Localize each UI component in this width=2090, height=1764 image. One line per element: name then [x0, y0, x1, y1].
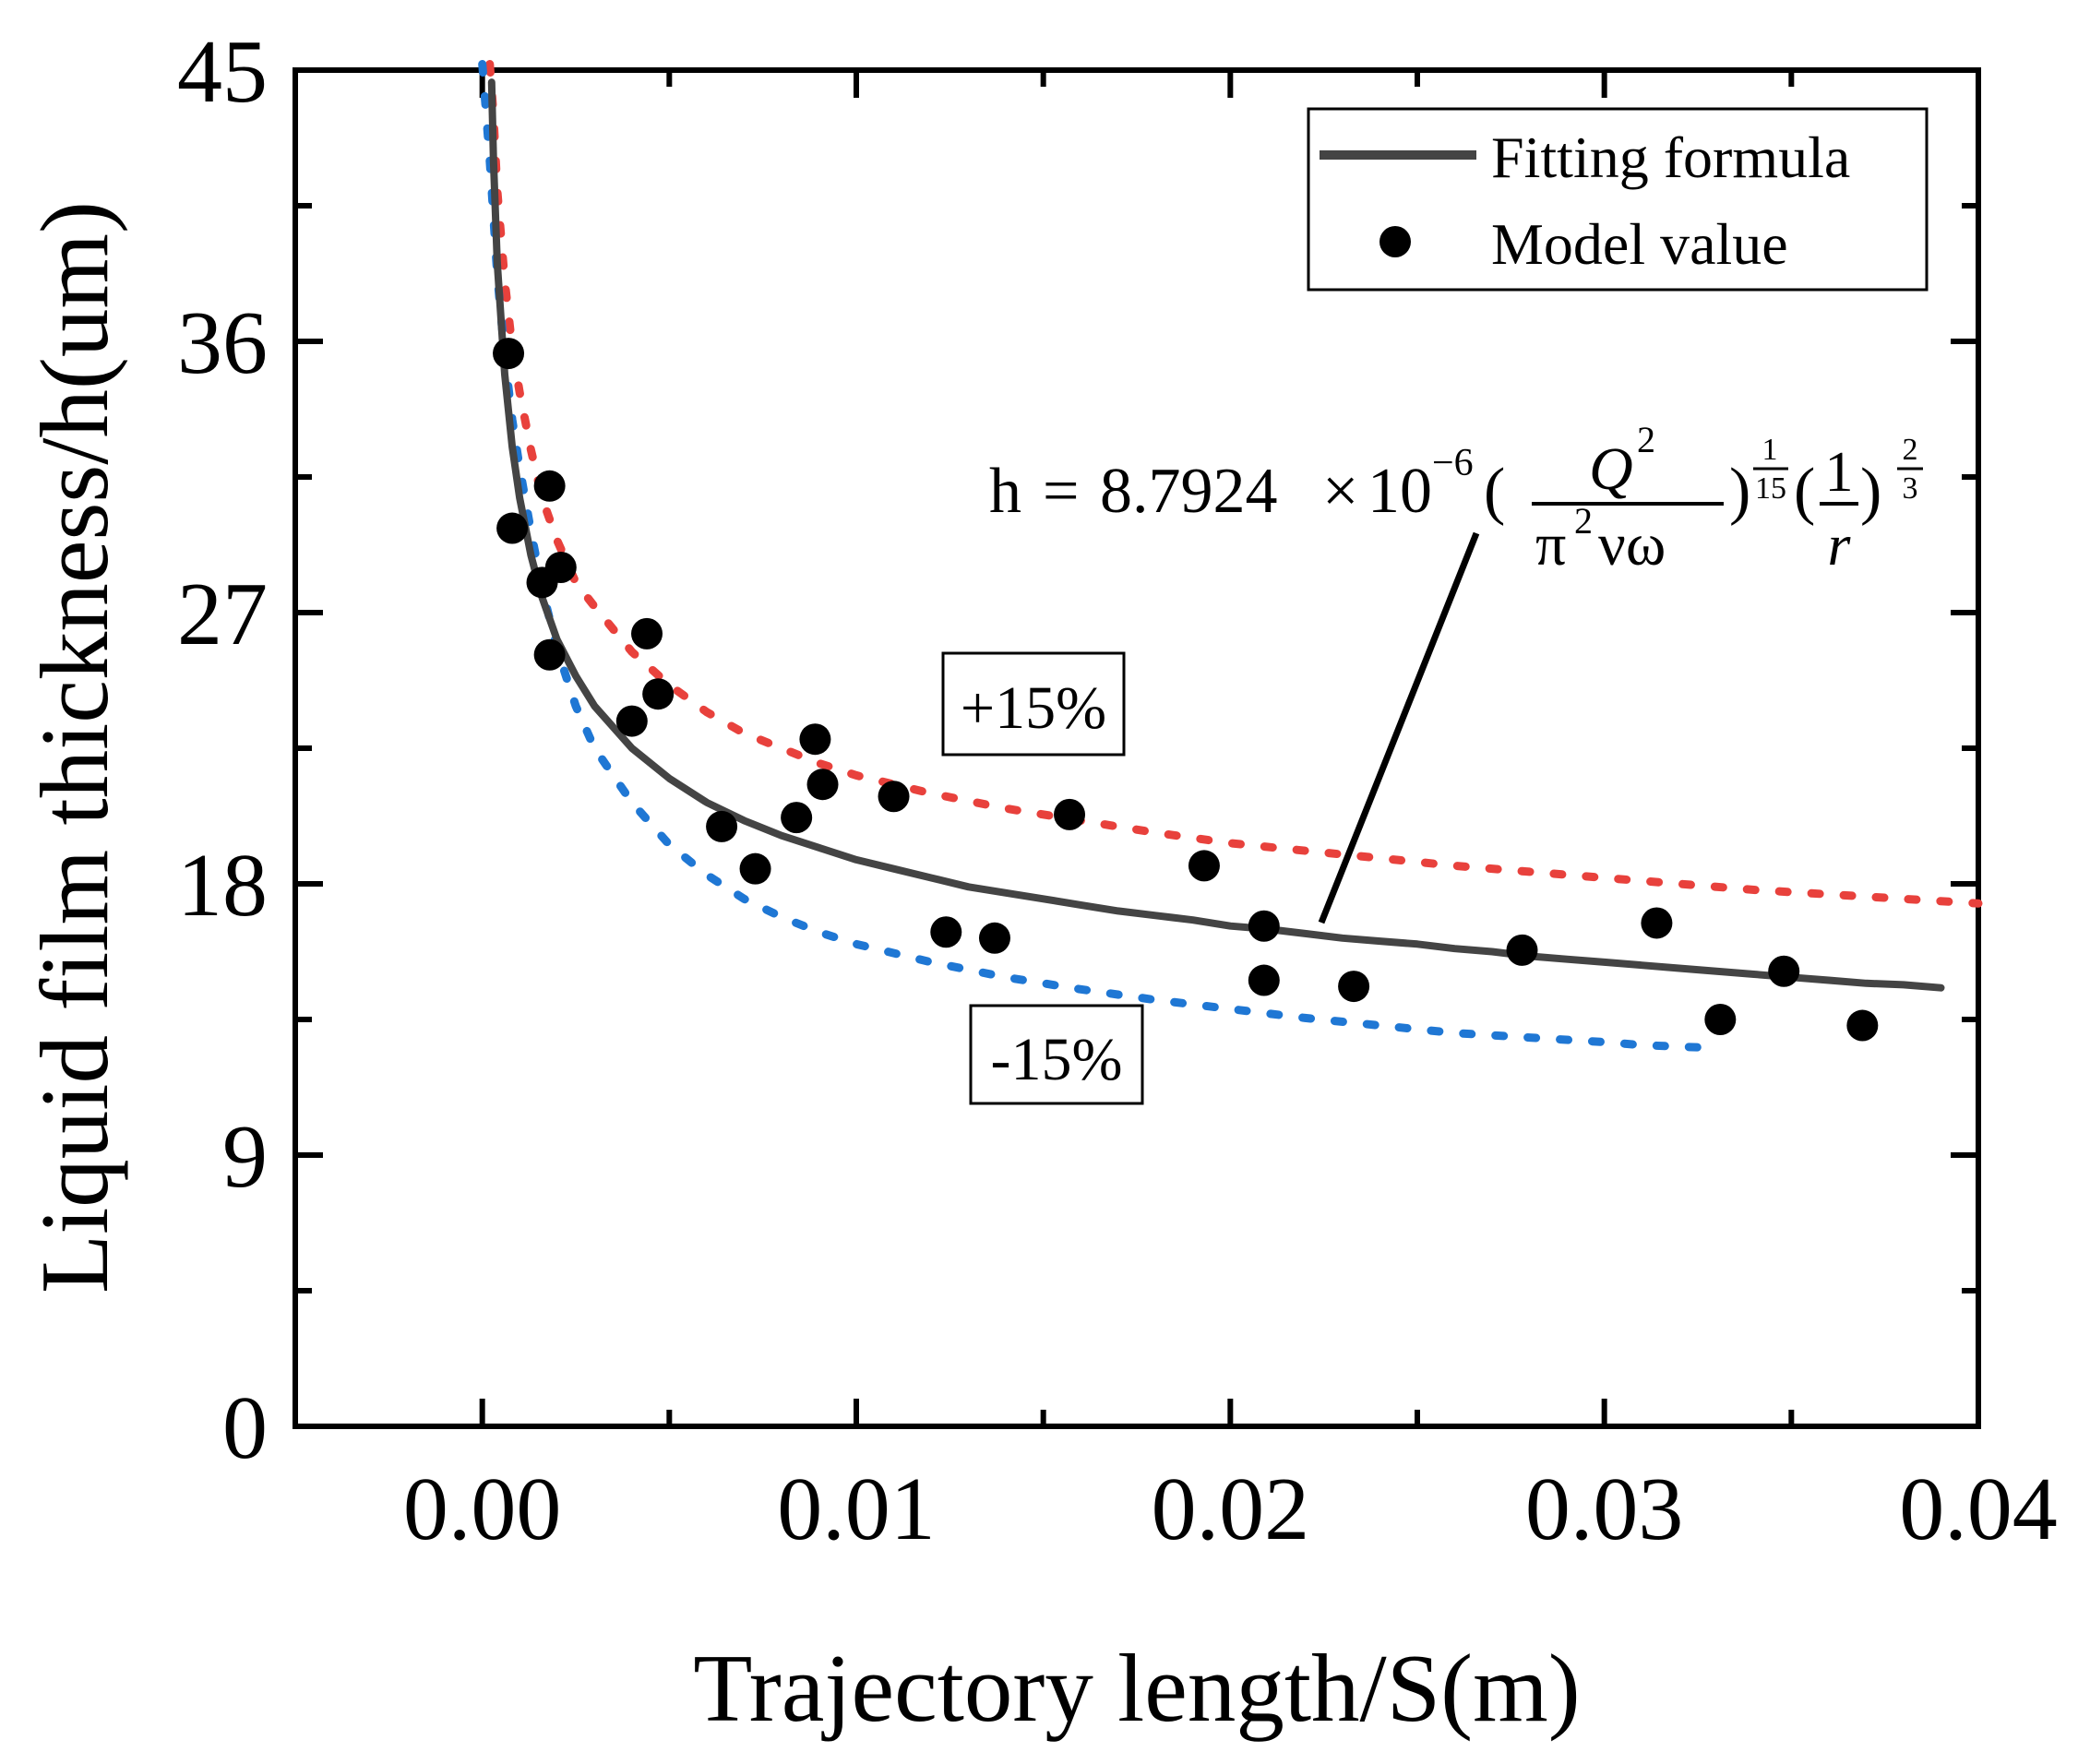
model-point	[878, 781, 910, 813]
formula-ten: 10	[1367, 456, 1432, 527]
model-point	[1641, 907, 1673, 939]
formula-pow1-num: 1	[1762, 433, 1778, 467]
formula-coef: 8.7924	[1100, 456, 1278, 527]
formula-right-paren-1: )	[1729, 456, 1750, 527]
formula-frac2-den: r	[1828, 512, 1852, 578]
model-point	[615, 705, 648, 737]
legend-box	[1307, 107, 1929, 292]
plus-15-label: +15%	[961, 674, 1106, 742]
model-point	[799, 723, 831, 756]
x-tick-label: 0.00	[403, 1460, 562, 1559]
formula-pow1-den: 15	[1755, 471, 1786, 506]
model-point	[642, 678, 675, 710]
formula-h: h	[989, 456, 1021, 527]
fitting-curve-layer	[487, 78, 1945, 992]
legend-label-model: Model value	[1491, 211, 1788, 277]
y-tick-label: 0	[222, 1378, 268, 1478]
formula-left-paren-1: (	[1484, 456, 1505, 527]
model-point	[1338, 971, 1370, 1003]
x-axis-title: Trajectory length/S(m)	[693, 1634, 1580, 1742]
formula-pow2-den: 3	[1903, 471, 1918, 506]
y-axis-title: Liquid film thickness/h(um)	[20, 201, 128, 1293]
formula-frac2-num: 1	[1825, 441, 1854, 504]
model-point	[493, 338, 525, 370]
formula-denominator-sup: 2	[1574, 500, 1593, 542]
legend-marker-swatch	[1379, 226, 1411, 257]
model-point	[706, 810, 738, 842]
model-point	[806, 769, 839, 801]
formula-denominator-rest: νω	[1598, 511, 1666, 578]
y-tick-label: 45	[177, 22, 268, 122]
minus-15-box	[969, 1004, 1144, 1105]
minus-15-annotation: -15%	[969, 1004, 1144, 1105]
plus-15-annotation: +15%	[941, 651, 1126, 757]
model-point	[1188, 850, 1220, 882]
formula-pow2-num: 2	[1903, 433, 1918, 467]
formula-denominator-pi: π	[1535, 511, 1566, 578]
formula-left-paren-2: (	[1794, 456, 1815, 527]
formula-exponent: −6	[1432, 442, 1474, 484]
model-point	[739, 852, 771, 885]
formula-times: ×	[1322, 456, 1358, 527]
model-point	[978, 922, 1010, 954]
y-tick-label: 27	[177, 565, 268, 664]
model-point	[1054, 798, 1086, 830]
model-point	[631, 617, 663, 650]
y-tick-label: 18	[177, 836, 268, 936]
model-points	[493, 338, 1879, 1042]
formula: h = 8.7924 × 10 −6 ( Q 2 π 2 νω ) 1 15 (…	[989, 419, 1923, 578]
minus-15-label: -15%	[991, 1026, 1123, 1093]
model-point	[544, 552, 577, 583]
model-point	[533, 470, 566, 502]
formula-numerator-q: Q	[1589, 435, 1633, 503]
legend-label-fitting: Fitting formula	[1491, 125, 1850, 190]
x-tick-label: 0.02	[1152, 1460, 1310, 1559]
model-point	[1846, 1009, 1879, 1042]
formula-pointer-line	[1318, 531, 1480, 924]
formula-right-paren-2: )	[1860, 456, 1881, 527]
model-point	[930, 916, 962, 948]
legend: Fitting formula Model value	[1307, 107, 1929, 292]
plus-15-box	[941, 651, 1126, 757]
model-point	[1506, 934, 1538, 966]
band-lines	[478, 60, 1983, 1053]
y-tick-label: 9	[222, 1107, 268, 1207]
fitting-curve	[487, 78, 1945, 992]
x-tick-label: 0.04	[1899, 1460, 2058, 1559]
model-point	[1768, 955, 1800, 987]
formula-numerator-sup: 2	[1637, 419, 1655, 460]
model-point	[1248, 910, 1280, 942]
upper-band-line	[485, 60, 1983, 908]
y-axis-ticks: 0 9 18 27 36 45	[177, 22, 1978, 1478]
model-point	[1704, 1004, 1737, 1035]
model-point	[496, 512, 529, 544]
formula-eq: =	[1043, 456, 1079, 527]
model-point	[533, 638, 566, 671]
x-tick-label: 0.01	[777, 1460, 936, 1559]
model-point	[1248, 964, 1280, 996]
model-point	[781, 802, 813, 834]
y-tick-label: 36	[177, 293, 268, 393]
x-tick-label: 0.03	[1525, 1460, 1684, 1559]
x-axis-ticks: 0.00 0.01 0.02 0.03 0.04	[293, 70, 2058, 1559]
